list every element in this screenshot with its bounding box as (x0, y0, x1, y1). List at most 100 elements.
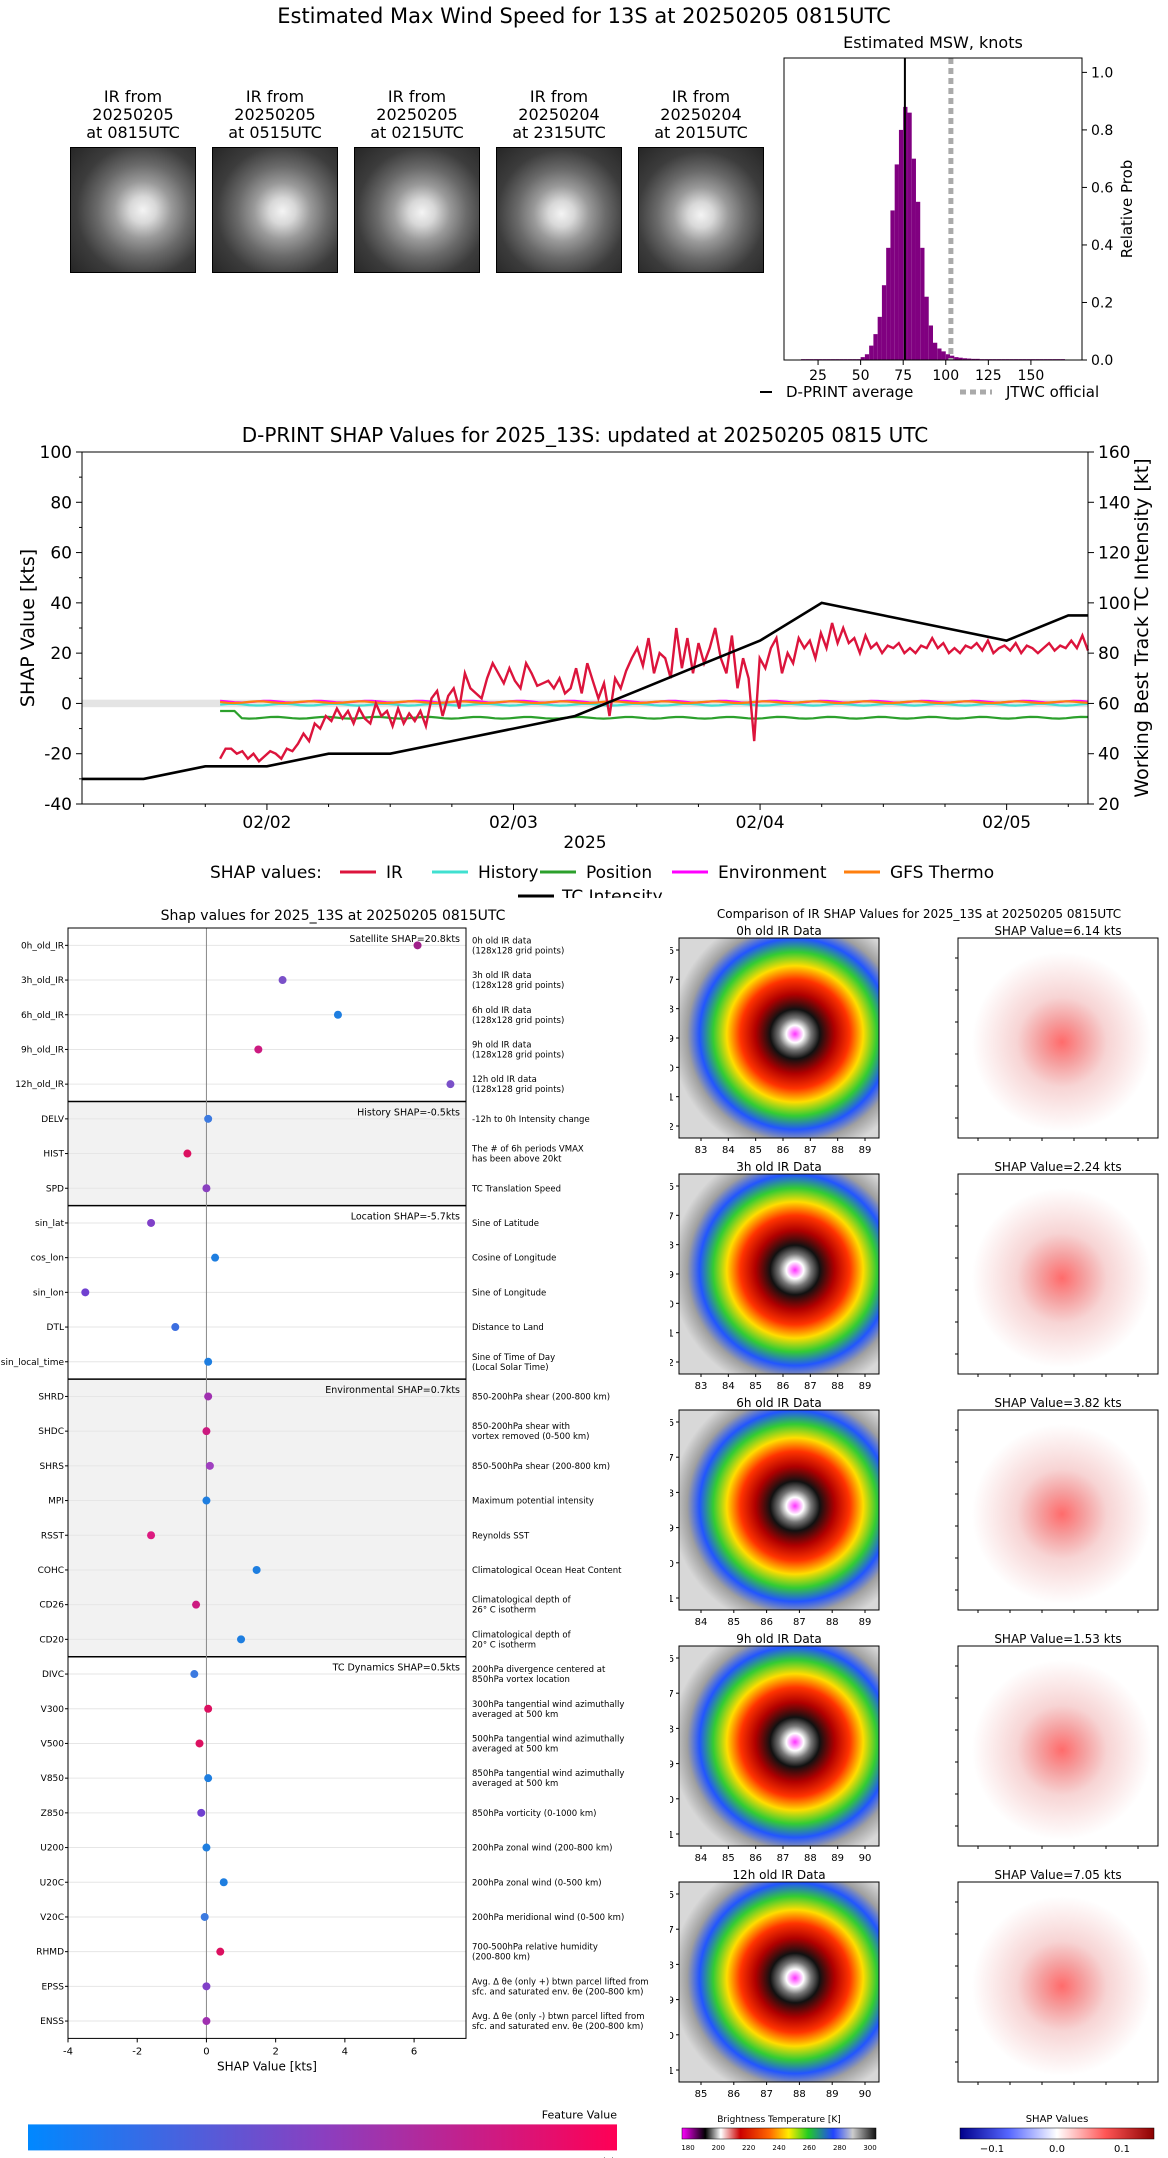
feature-description: (128x128 grid points) (472, 1085, 564, 1095)
feature-description: TC Translation Speed (471, 1184, 561, 1194)
timeseries-y-label: SHAP Value [kts] (17, 549, 39, 707)
feature-shap-point (216, 1947, 225, 1956)
feature-name-label: Z850 (41, 1809, 65, 1819)
ir-panel-y-tick-label: -17 (670, 1925, 674, 1936)
histogram-x-tick-label: 150 (1018, 368, 1045, 384)
shap-colorbar-tick: 0.0 (1049, 2144, 1065, 2155)
ir-thumbnail-caption-line: 20250205 (376, 105, 458, 124)
shap-timeseries-chart: D-PRINT SHAP Values for 2025_13S: update… (17, 423, 1153, 898)
feature-description: Reynolds SST (472, 1531, 530, 1541)
timeseries-y2-tick-label: 100 (1098, 594, 1130, 614)
histogram-bar (860, 357, 865, 360)
ir-panel-x-tick-label: 88 (826, 1617, 839, 1628)
brightness-colorbar-label: Brightness Temperature [K] (717, 2115, 841, 2125)
feature-name-label: 12h_old_IR (15, 1080, 64, 1090)
ir-panel-y-tick-label: -16 (670, 1418, 674, 1429)
feature-name-label: SHRD (38, 1392, 64, 1402)
timeseries-y2-tick-label: 20 (1098, 795, 1120, 815)
histogram-bar (958, 357, 963, 360)
feature-name-label: CD26 (39, 1601, 64, 1611)
ir-thumbnail-image (354, 147, 480, 273)
ir-thumbnail-caption: IR from 20250204 at 2015UTC (626, 88, 776, 142)
ir-thumbnail-caption: IR from 20250205 at 0815UTC (58, 88, 208, 142)
feature-shap-point (202, 1982, 211, 1991)
feature-shap-point (219, 1878, 228, 1887)
ir-panel-y-tick-label: -17 (670, 1211, 674, 1222)
timeseries-y2-tick-label: 120 (1098, 544, 1130, 564)
feature-shap-point (202, 1427, 211, 1436)
feature-description: 20° C isotherm (472, 1640, 536, 1650)
ir-panel-title: 12h old IR Data (732, 1868, 825, 1882)
feature-name-label: RSST (41, 1531, 65, 1541)
brightness-colorbar-tick: 300 (863, 2144, 876, 2152)
ir-thumbnail-caption-line: IR from (529, 87, 589, 106)
feature-description: 200hPa zonal wind (0-500 km) (472, 1878, 602, 1888)
feature-name-label: SHRS (40, 1462, 65, 1472)
histogram-bar (886, 247, 891, 360)
ir-panel-y-tick-label: -17 (670, 975, 674, 986)
timeseries-y-tick-label: 80 (50, 493, 72, 513)
legend-label-gfs-thermo: GFS Thermo (890, 863, 994, 883)
ir-panel-y-tick-label: -17 (670, 1453, 674, 1464)
ir-panel-x-tick-label: 85 (727, 1617, 740, 1628)
feature-name-label: DIVC (42, 1670, 64, 1680)
feature-description: Avg. Δ θe (only +) btwn parcel lifted fr… (472, 1977, 649, 1987)
feature-shap-point (333, 1010, 342, 1019)
feature-description: 850hPa tangential wind azimuthally (472, 1769, 624, 1779)
feature-description: 850-500hPa shear (200-800 km) (472, 1462, 610, 1472)
shap-colorbar-tick: 0.1 (1114, 2144, 1130, 2155)
legend-title: SHAP values: (210, 863, 322, 883)
feature-description: averaged at 500 km (472, 1744, 558, 1754)
brightness-colorbar-tick: 280 (833, 2144, 846, 2152)
feature-shap-point (278, 976, 287, 985)
ir-thumbnail-caption: IR from 20250204 at 2315UTC (484, 88, 634, 142)
histogram-bar (950, 355, 955, 360)
feature-description: 3h old IR data (472, 971, 531, 981)
histogram-bar (962, 358, 968, 360)
feature-description: averaged at 500 km (472, 1710, 558, 1720)
ir-panel-x-tick-label: 90 (859, 2089, 872, 2100)
feature-name-label: V20C (40, 1913, 64, 1923)
histogram-bar (941, 351, 946, 360)
shap-panel-image (957, 1645, 1159, 1847)
feature-legend-title: Feature Value (542, 2108, 618, 2121)
feature-name-label: SPD (46, 1184, 64, 1194)
feature-description: -12h to 0h Intensity change (472, 1115, 590, 1125)
feature-group-shading (68, 1379, 466, 1657)
feature-name-label: SHDC (38, 1427, 64, 1437)
timeseries-y-tick-label: 40 (50, 594, 72, 614)
feature-name-label: V500 (41, 1739, 65, 1749)
ir-panel-y-tick-label: -20 (670, 1559, 674, 1570)
feature-description: sfc. and saturated env. θe (200-800 km) (472, 2022, 644, 2032)
feature-description: 300hPa tangential wind azimuthally (472, 1700, 624, 1710)
ir-panel-y-tick-label: -19 (670, 1034, 674, 1045)
ir-panel-image (678, 1173, 880, 1375)
ir-panel-x-tick-label: 85 (749, 1145, 762, 1156)
ir-panel-x-tick-label: 88 (793, 2089, 806, 2100)
feature-shap-point (202, 1843, 211, 1852)
ir-panel-image (678, 937, 880, 1139)
feature-shap-point (204, 1114, 213, 1123)
feature-description: (128x128 grid points) (472, 1050, 564, 1060)
ir-panel-y-tick-label: -20 (670, 2031, 674, 2042)
feature-name-label: CD20 (39, 1635, 64, 1645)
histogram-x-tick-label: 50 (852, 368, 870, 384)
histogram-bar (881, 285, 887, 360)
feature-description: 12h old IR data (472, 1075, 537, 1085)
feature-name-label: U200 (40, 1844, 64, 1854)
histogram-title: Estimated MSW, knots (843, 33, 1023, 52)
feature-group-title: TC Dynamics SHAP=0.5kts (332, 1663, 460, 1674)
feature-shap-point (190, 1670, 199, 1679)
ir-panel-x-tick-label: 89 (859, 1381, 872, 1392)
ir-panel-y-tick-label: -20 (670, 1299, 674, 1310)
ir-panel-y-tick-label: -16 (670, 1890, 674, 1901)
ir-thumbnail-caption-line: IR from (103, 87, 163, 106)
ir-panel-y-tick-label: -19 (670, 1996, 674, 2007)
feature-shap-point (204, 1357, 213, 1366)
ir-thumbnail-image (70, 147, 196, 273)
ir-panel-y-tick-label: -18 (670, 1241, 674, 1252)
brightness-colorbar-tick: 260 (803, 2144, 816, 2152)
feature-description: 6h old IR data (472, 1006, 531, 1016)
feature-group-title: History SHAP=-0.5kts (357, 1108, 460, 1119)
legend-jtwc-label: JTWC official (1005, 383, 1099, 401)
